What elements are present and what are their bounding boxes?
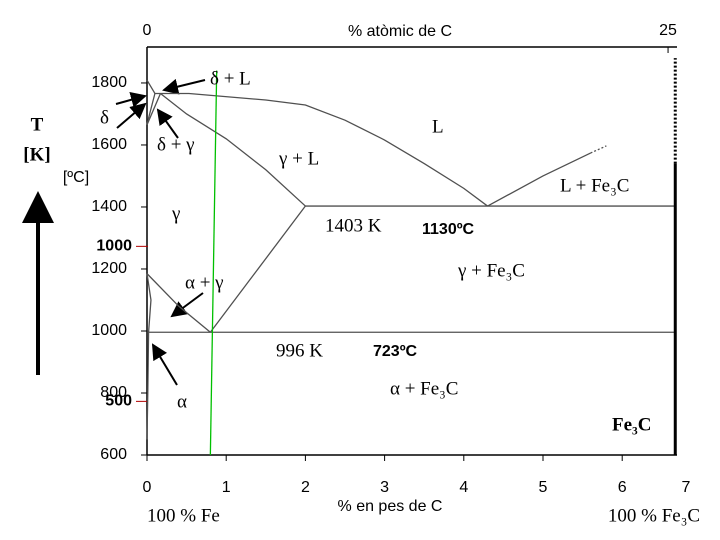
arrows bbox=[115, 78, 206, 386]
region-label: L + Fe₃C bbox=[560, 175, 629, 196]
x-tick-label: 4 bbox=[459, 479, 468, 496]
y-label: T bbox=[31, 114, 44, 135]
end-label: 100 % Fe bbox=[147, 505, 220, 526]
y-tick-label: 1800 bbox=[91, 74, 127, 91]
y-tick-label: 1200 bbox=[91, 260, 127, 277]
x-label: % en pes de C bbox=[338, 498, 443, 515]
arrow bbox=[116, 102, 147, 129]
temperature-label: 723ºC bbox=[373, 343, 418, 360]
y-tick-label: 600 bbox=[100, 446, 127, 463]
boundary-line bbox=[146, 79, 488, 207]
boundary-line bbox=[160, 92, 306, 207]
x2-tick-label: 0 bbox=[143, 22, 152, 39]
y-tick-label: 1000 bbox=[91, 322, 127, 339]
boundary-line bbox=[146, 93, 156, 125]
region-label: α + Fe₃C bbox=[390, 378, 458, 399]
region-label: L bbox=[432, 116, 444, 137]
region-label: α + γ bbox=[185, 272, 224, 293]
region-label: α bbox=[177, 391, 187, 412]
region-label: γ + Fe₃C bbox=[457, 260, 525, 281]
y-tick-label: 1400 bbox=[91, 198, 127, 215]
end-label: 100 % Fe₃C bbox=[608, 505, 700, 526]
y2-label: [ºC] bbox=[63, 169, 89, 186]
x-tick-label: 6 bbox=[618, 479, 627, 496]
x2-tick-label: 25 bbox=[659, 22, 677, 39]
region-label: δ + γ bbox=[157, 134, 195, 155]
arrow bbox=[170, 292, 204, 318]
region-label: Fe₃C bbox=[612, 414, 651, 435]
arrow bbox=[162, 78, 206, 95]
x-tick-label: 0 bbox=[143, 479, 152, 496]
x-tick-label: 1 bbox=[222, 479, 231, 496]
arrow bbox=[151, 343, 178, 386]
x-tick-label: 5 bbox=[539, 479, 548, 496]
region-label: δ bbox=[100, 107, 109, 128]
boundary-line bbox=[146, 273, 152, 440]
temperature-label: 1130ºC bbox=[422, 221, 475, 238]
y-tick-label: 1600 bbox=[91, 136, 127, 153]
x2-label: % atòmic de C bbox=[348, 23, 452, 40]
x-tick-label: 2 bbox=[301, 479, 310, 496]
region-label: 1403 K bbox=[325, 215, 382, 236]
y2-tick-label: 1000 bbox=[96, 238, 132, 255]
y-label-unit: [K] bbox=[23, 144, 50, 165]
boundary-line bbox=[146, 273, 211, 333]
boundary-line bbox=[209, 70, 218, 456]
arrow bbox=[156, 108, 179, 139]
boundary-line bbox=[146, 93, 162, 126]
region-label: δ + L bbox=[210, 68, 251, 89]
y2-tick-label: 500 bbox=[105, 393, 132, 410]
x-tick-label: 7 bbox=[682, 479, 691, 496]
region-label: 996 K bbox=[276, 340, 323, 361]
y-tick-label: 800 bbox=[100, 384, 127, 401]
region-label: γ + L bbox=[278, 148, 319, 169]
boundary-line bbox=[209, 205, 306, 333]
x-tick-label: 3 bbox=[380, 479, 389, 496]
boundary-line bbox=[487, 152, 591, 207]
arrow bbox=[115, 92, 147, 108]
boundary-line bbox=[590, 145, 607, 154]
region-label: γ bbox=[171, 203, 180, 224]
